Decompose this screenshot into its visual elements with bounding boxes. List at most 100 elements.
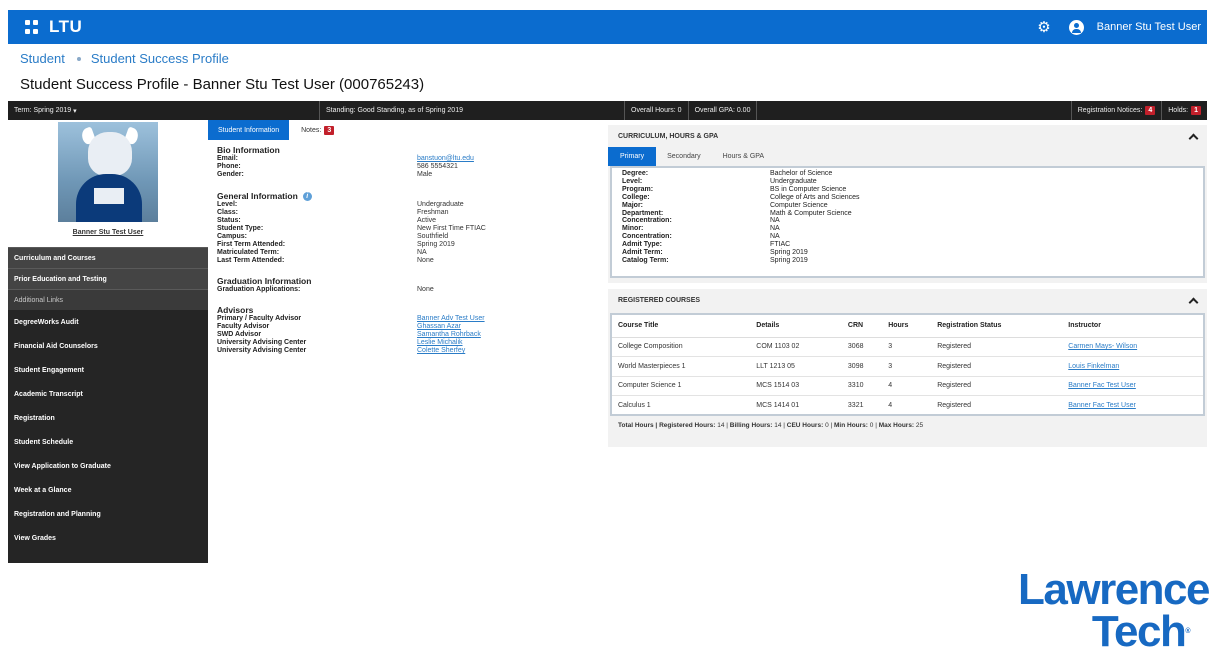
advisor-value[interactable]: Colette Sherfey: [417, 347, 466, 354]
sidebar-link-student-schedule[interactable]: Student Schedule: [8, 430, 208, 454]
column-header[interactable]: Details: [750, 314, 842, 338]
curriculum-panel: CURRICULUM, HOURS & GPA Primary Secondar…: [608, 125, 1207, 283]
sidebar-link-view-grades[interactable]: View Grades: [8, 526, 208, 550]
instructor-link[interactable]: Banner Fac Test User: [1062, 395, 1204, 416]
advisor-label: University Advising Center: [217, 347, 307, 354]
registration-notices[interactable]: Registration Notices: 4: [1070, 101, 1163, 120]
user-icon[interactable]: [1068, 19, 1084, 35]
advisor-value[interactable]: Leslie Michalik: [417, 339, 463, 346]
user-name[interactable]: Banner Stu Test User: [1096, 21, 1201, 33]
general-field-value: None: [417, 257, 434, 264]
chevron-up-icon[interactable]: [1188, 297, 1199, 307]
column-header[interactable]: Hours: [882, 314, 932, 338]
curriculum-field-value: BS in Computer Science: [770, 185, 847, 193]
sidebar-link-view-application-to-graduate[interactable]: View Application to Graduate: [8, 454, 208, 478]
registered-courses-header[interactable]: REGISTERED COURSES: [608, 289, 1207, 311]
curriculum-field-value: Undergraduate: [770, 177, 817, 185]
gear-icon[interactable]: ⚙: [1037, 19, 1051, 36]
hours-totals: Total Hours | Registered Hours: 14 | Bil…: [618, 422, 924, 429]
curriculum-field-value: Computer Science: [770, 201, 828, 209]
sidebar-link-financial-aid-counselors[interactable]: Financial Aid Counselors: [8, 334, 208, 358]
breadcrumb-student[interactable]: Student: [20, 51, 65, 66]
info-tabs: Student Information Notes: 3: [208, 120, 601, 140]
column-header[interactable]: CRN: [841, 314, 883, 338]
advisor-value[interactable]: Ghassan Azar: [417, 323, 461, 330]
tab-notes[interactable]: Notes: 3: [289, 120, 346, 140]
column-header[interactable]: Course Title: [611, 314, 751, 338]
tab-hours-gpa[interactable]: Hours & GPA: [722, 153, 765, 160]
tab-secondary[interactable]: Secondary: [667, 153, 701, 160]
curriculum-field-value: Spring 2019: [770, 249, 808, 257]
holds[interactable]: Holds: 1: [1162, 101, 1207, 120]
registered-hours: 14: [717, 422, 725, 429]
general-field-value: Active: [417, 217, 437, 224]
notes-badge: 3: [324, 125, 335, 135]
bio-field-value[interactable]: banstuon@ltu.edu: [417, 155, 474, 162]
table-cell: Registered: [931, 356, 1063, 377]
student-name-link[interactable]: Banner Stu Test User: [72, 229, 144, 236]
sidebar-link-week-at-a-glance[interactable]: Week at a Glance: [8, 478, 208, 502]
curriculum-title: CURRICULUM, HOURS & GPA: [618, 132, 719, 140]
table-cell: MCS 1514 03: [750, 376, 842, 396]
advisor-label: Primary / Faculty Advisor: [217, 315, 302, 322]
status-bar: Term: Spring 2019 ▾ Standing: Good Stand…: [8, 101, 1207, 120]
tab-primary[interactable]: Primary: [608, 147, 657, 166]
instructor-link[interactable]: Banner Fac Test User: [1062, 376, 1204, 396]
table-cell: Registered: [931, 376, 1063, 396]
sidebar-link-degreeworks-audit[interactable]: DegreeWorks Audit: [8, 310, 208, 334]
term-selector[interactable]: Term: Spring 2019 ▾: [8, 101, 320, 120]
registered-courses-title: REGISTERED COURSES: [618, 296, 701, 304]
holds-badge: 1: [1191, 106, 1201, 115]
advisors-section: Advisors Primary / Faculty Advisor Banner…: [208, 305, 601, 355]
graduation-list: Graduation Applications: None: [217, 286, 601, 294]
registered-courses-panel: REGISTERED COURSES Course Title Details CR…: [608, 289, 1207, 447]
tab-student-information[interactable]: Student Information: [208, 120, 290, 140]
instructor-link[interactable]: Carmen Mays- Wilson: [1062, 337, 1204, 357]
curriculum-field-label: Admit Type:: [622, 241, 662, 249]
curriculum-field-label: Department:: [622, 209, 664, 217]
table-cell: College Composition: [611, 337, 751, 357]
sidebar: Banner Stu Test User Curriculum and Cour…: [8, 120, 208, 563]
curriculum-field-label: Program:: [622, 185, 654, 193]
table-cell: 3310: [841, 376, 883, 396]
curriculum-field-value: FTIAC: [770, 241, 791, 249]
sidebar-link-registration-and-planning[interactable]: Registration and Planning: [8, 502, 208, 526]
student-photo-area: Banner Stu Test User: [8, 120, 208, 247]
table-row: Calculus 1 MCS 1414 01 3321 4 Registered Bann…: [611, 395, 1204, 416]
column-header[interactable]: Registration Status: [931, 314, 1063, 338]
advisors-title: Advisors: [217, 305, 254, 315]
avatar: [58, 122, 158, 222]
sidebar-item-prior-education-and-testing[interactable]: Prior Education and Testing: [8, 268, 208, 289]
curriculum-header[interactable]: CURRICULUM, HOURS & GPA: [608, 125, 1207, 147]
sidebar-link-student-engagement[interactable]: Student Engagement: [8, 358, 208, 382]
curriculum-field-label: Concentration:: [622, 233, 672, 241]
general-section: General Information i Level: Undergraduate…: [208, 191, 601, 265]
table-row: World Masterpieces 1 LLT 1213 05 3098 3 Regi…: [611, 356, 1204, 377]
graduation-field-label: Graduation Applications:: [217, 286, 301, 293]
column-header[interactable]: Instructor: [1062, 314, 1204, 338]
general-title-row: General Information i: [217, 191, 601, 201]
breadcrumb-student-success-profile[interactable]: Student Success Profile: [90, 51, 229, 66]
advisor-label: SWD Advisor: [217, 331, 262, 338]
apps-grid-icon[interactable]: [25, 20, 39, 34]
curriculum-field-label: College:: [622, 193, 650, 201]
curriculum-field-label: Degree:: [622, 170, 649, 177]
general-field-value: Southfield: [417, 233, 449, 240]
sidebar-link-academic-transcript[interactable]: Academic Transcript: [8, 382, 208, 406]
breadcrumb: Student Student Success Profile: [20, 51, 229, 66]
advisor-value[interactable]: Samantha Rohrback: [417, 331, 481, 338]
registered-courses-table: Course Title Details CRN Hours Registration …: [610, 313, 1205, 416]
sidebar-item-curriculum-and-courses[interactable]: Curriculum and Courses: [8, 247, 208, 268]
ltu-logo[interactable]: LTU: [49, 17, 83, 36]
top-bar: LTU ⚙ Banner Stu Test User: [8, 10, 1207, 44]
info-icon[interactable]: i: [302, 191, 312, 201]
sidebar-link-registration[interactable]: Registration: [8, 406, 208, 430]
chevron-up-icon[interactable]: [1188, 133, 1199, 143]
curriculum-field-label: Minor:: [622, 225, 644, 233]
table-header-row: Course Title Details CRN Hours Registration …: [611, 314, 1204, 338]
general-field-value: New First Time FTIAC: [417, 225, 486, 232]
instructor-link[interactable]: Louis Finkelman: [1062, 356, 1204, 377]
curriculum-field-label: Catalog Term:: [622, 256, 669, 264]
general-field-label: Status:: [217, 217, 241, 224]
advisor-value[interactable]: Banner Adv Test User: [417, 315, 485, 322]
